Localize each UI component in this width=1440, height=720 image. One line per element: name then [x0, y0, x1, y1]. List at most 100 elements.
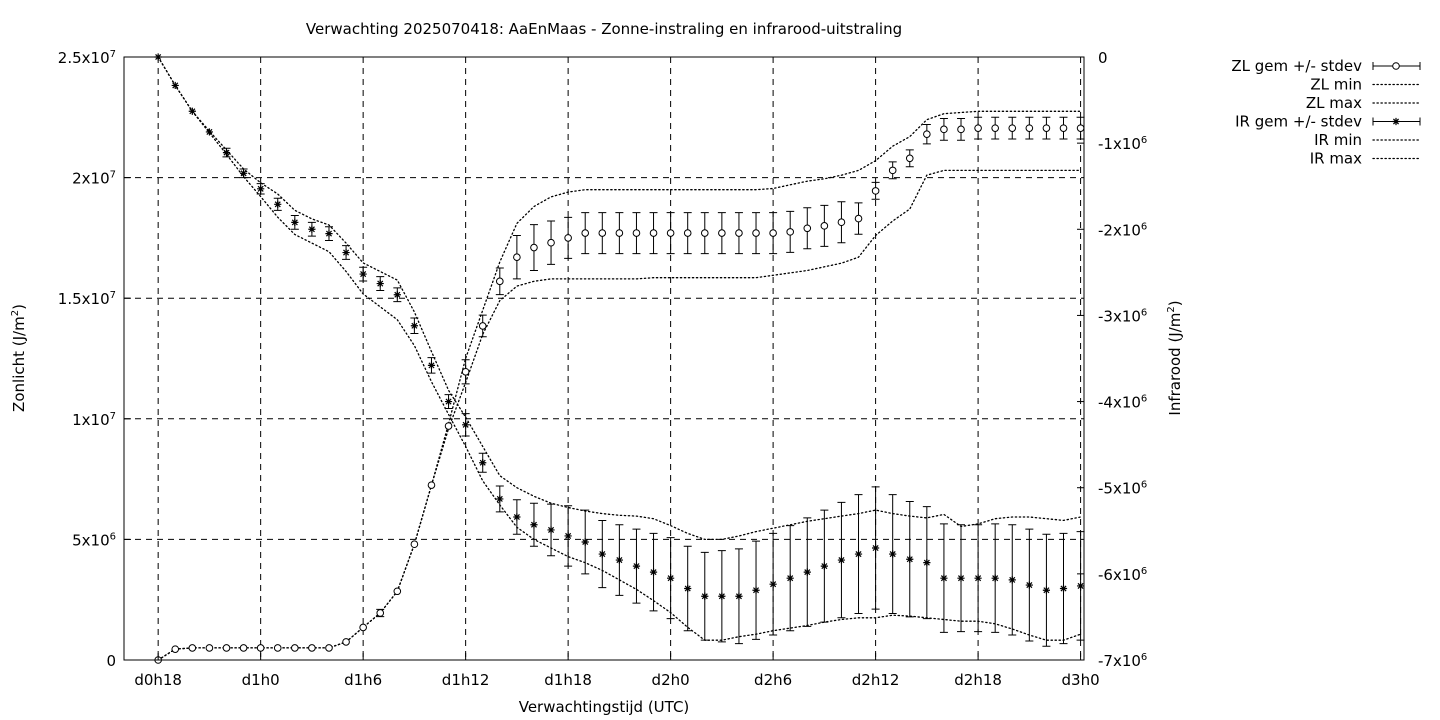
legend-label-0: ZL gem +/- stdev: [1231, 57, 1362, 75]
series-3-point-20: [496, 495, 504, 503]
series-3-point-47: [957, 574, 965, 582]
x-tick-label-0: d0h18: [134, 671, 182, 689]
y-right-tick-label-4-base: -4x10: [1098, 394, 1141, 412]
series-3-point-13: [376, 279, 384, 288]
legend-label-4: IR min: [1314, 131, 1362, 149]
series-3-point-50: [1008, 576, 1016, 584]
x-tick-label-4: d1h18: [544, 671, 592, 689]
series-0-point-20: [496, 277, 504, 286]
series-3-point-31: [684, 584, 692, 593]
series-0-point-31: [683, 229, 692, 237]
series-3-point-4: [222, 149, 231, 157]
y-left-tick-label-2-exp: 7: [110, 411, 116, 422]
series-0-point-41: [854, 214, 863, 223]
y-left-tick-label-5-exp: 7: [110, 49, 116, 60]
series-0-point-14: [393, 587, 402, 596]
series-0-point-34: [735, 229, 743, 237]
x-tick-label-7: d2h12: [852, 671, 900, 689]
y-right-tick-label-0: 0: [1098, 49, 1108, 67]
series-3-point-43: [889, 550, 897, 558]
x-tick-labels: d0h18 d1h0 d1h6 d1h12 d1h18 d2h0 d2h6 d2h12 d2h1…: [134, 671, 1099, 689]
x-tick-label-9: d3h0: [1062, 671, 1100, 689]
legend-label-2: ZL max: [1306, 94, 1362, 112]
y-left-tick-label-1-base: 5x10: [72, 531, 110, 549]
series-3-point-36: [769, 580, 777, 588]
legend-marker-0: [1392, 62, 1400, 70]
series-3-point-32: [701, 592, 709, 600]
series-3-point-28: [632, 562, 641, 570]
series-0-point-53: [1059, 124, 1068, 132]
y-left-axis-label: Zonlicht (J/m2): [10, 304, 28, 412]
y-right-tick-label-5-exp: 6: [1141, 480, 1147, 491]
series-0-point-50: [1008, 124, 1017, 132]
legend-label-5: IR max: [1310, 150, 1362, 168]
chart-title: Verwachting 2025070418: AaEnMaas - Zonne…: [306, 20, 902, 38]
series-3-point-52: [1042, 586, 1051, 594]
series-0-point-38: [803, 224, 812, 233]
series-0-point-5: [239, 644, 248, 652]
series-0-point-44: [905, 154, 914, 163]
y-left-tick-label-5-base: 2.5x10: [58, 49, 110, 67]
series-0-point-22: [530, 243, 538, 252]
y-right-axis-label-end: ): [1166, 300, 1184, 306]
series-3-point-45: [923, 559, 931, 567]
series-3-point-14: [393, 291, 401, 299]
y-right-tick-label-5-base: -5x10: [1098, 480, 1141, 498]
x-tick-label-8: d2h18: [954, 671, 1002, 689]
series-0-point-17: [444, 422, 453, 430]
series-3-point-7: [274, 200, 282, 208]
series-3-point-37: [786, 574, 794, 582]
x-axis-label: Verwachtingstijd (UTC): [519, 698, 690, 716]
y-right-tick-label-2: -2x106: [1098, 221, 1147, 239]
series-3-point-21: [513, 513, 521, 521]
series-3-point-23: [547, 526, 555, 534]
y-left-axis-label-base: Zonlicht (J/m: [10, 316, 28, 412]
series-3-point-22: [530, 521, 538, 529]
series-0-point-33: [718, 229, 726, 237]
series-0-point-35: [752, 229, 760, 237]
y-left-tick-label-1-exp: 6: [110, 531, 116, 542]
series-0-point-54: [1076, 124, 1085, 132]
series-3-point-6: [257, 185, 265, 193]
tick-marks: [124, 56, 1084, 661]
y-left-tick-label-1: 5x106: [72, 531, 116, 549]
series-3-point-51: [1025, 581, 1033, 589]
series-3-point-17: [444, 397, 453, 406]
series-3-point-39: [820, 562, 828, 570]
series-3-point-40: [837, 556, 846, 564]
series-3-point-18: [462, 421, 470, 429]
series-3-point-10: [325, 229, 333, 238]
y-right-tick-label-2-base: -2x10: [1098, 221, 1141, 239]
y-right-tick-labels: 0-1x106-2x106-3x106-4x106-5x106-6x106-7x…: [1098, 49, 1147, 670]
plot-frame: [123, 56, 1085, 661]
legend-marker-3: [1392, 117, 1400, 126]
series-0-point-1: [171, 645, 180, 653]
y-right-tick-label-4-exp: 6: [1141, 394, 1147, 405]
x-tick-label-6: d2h6: [754, 671, 792, 689]
grid-lines: [124, 57, 1084, 660]
series-0-point-25: [581, 229, 590, 237]
y-right-tick-label-0-base: 0: [1098, 49, 1108, 67]
series-0-point-30: [666, 229, 675, 237]
series-0-point-48: [974, 124, 982, 132]
series-0-point-27: [615, 229, 624, 237]
series-3-point-30: [667, 574, 675, 582]
series-0-point-32: [700, 229, 709, 237]
series-0-point-40: [837, 218, 846, 227]
y-right-tick-label-3-exp: 6: [1141, 307, 1147, 318]
y-left-tick-label-2: 1x107: [72, 411, 116, 429]
y-left-tick-label-4-base: 2x10: [72, 170, 110, 188]
series-0-point-49: [991, 124, 999, 132]
series-3-point-49: [991, 574, 999, 582]
series-0-point-28: [632, 229, 641, 237]
series-3-point-9: [308, 225, 316, 233]
legend-label-1: ZL min: [1310, 76, 1362, 94]
series-3-point-29: [649, 568, 658, 576]
y-left-tick-label-3-exp: 7: [110, 290, 116, 301]
series-0-point-15: [410, 540, 419, 549]
series-0-point-52: [1042, 124, 1051, 132]
series-3-point-53: [1059, 584, 1068, 593]
y-right-tick-label-7-base: -7x10: [1098, 652, 1141, 670]
